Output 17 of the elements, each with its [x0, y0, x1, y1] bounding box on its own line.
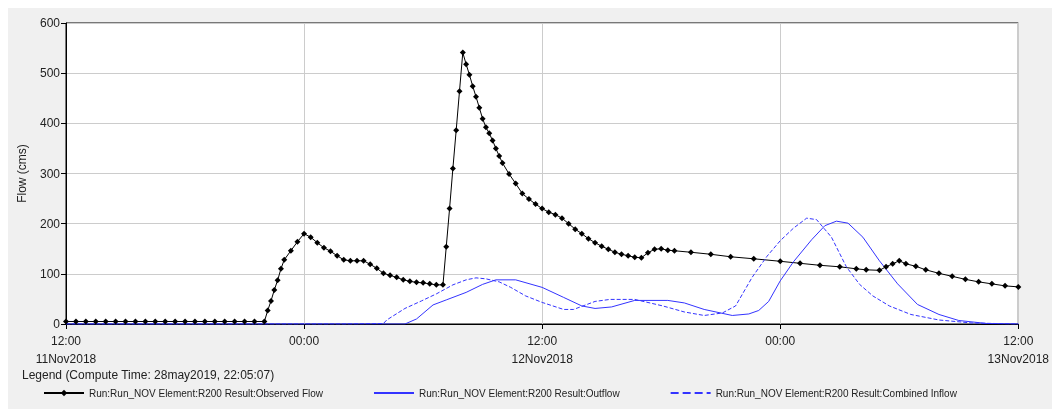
x-tick-label: 12:00 13Nov2018 [987, 334, 1050, 366]
legend-label: Run:Run_NOV Element:R200 Result:Outflow [418, 387, 621, 399]
x-tick-label: 00:00 [765, 334, 796, 348]
x-tick-label: 00:00 [289, 334, 320, 348]
legend-label: Run:Run_NOV Element:R200 Result:Observed Flow [89, 387, 324, 399]
y-axis-title: Flow (cms) [15, 144, 29, 203]
y-tick-label: 200 [39, 216, 61, 231]
y-tick-label: 500 [39, 66, 61, 81]
y-tick-label: 100 [39, 266, 61, 281]
y-tick-label: 0 [53, 317, 61, 331]
y-tick-label: 300 [39, 166, 61, 181]
y-tick-label: 600 [39, 16, 61, 30]
legend-label: Run:Run_NOV Element:R200 Result:Combined Inflow [715, 387, 958, 399]
x-tick-label: 12:00 11Nov2018 [35, 334, 97, 366]
y-tick-label: 400 [39, 116, 61, 131]
x-tick-label: 12:00 12Nov2018 [511, 334, 574, 366]
legend-title: Legend (Compute Time: 28may2019, 22:05:07) [22, 368, 275, 382]
